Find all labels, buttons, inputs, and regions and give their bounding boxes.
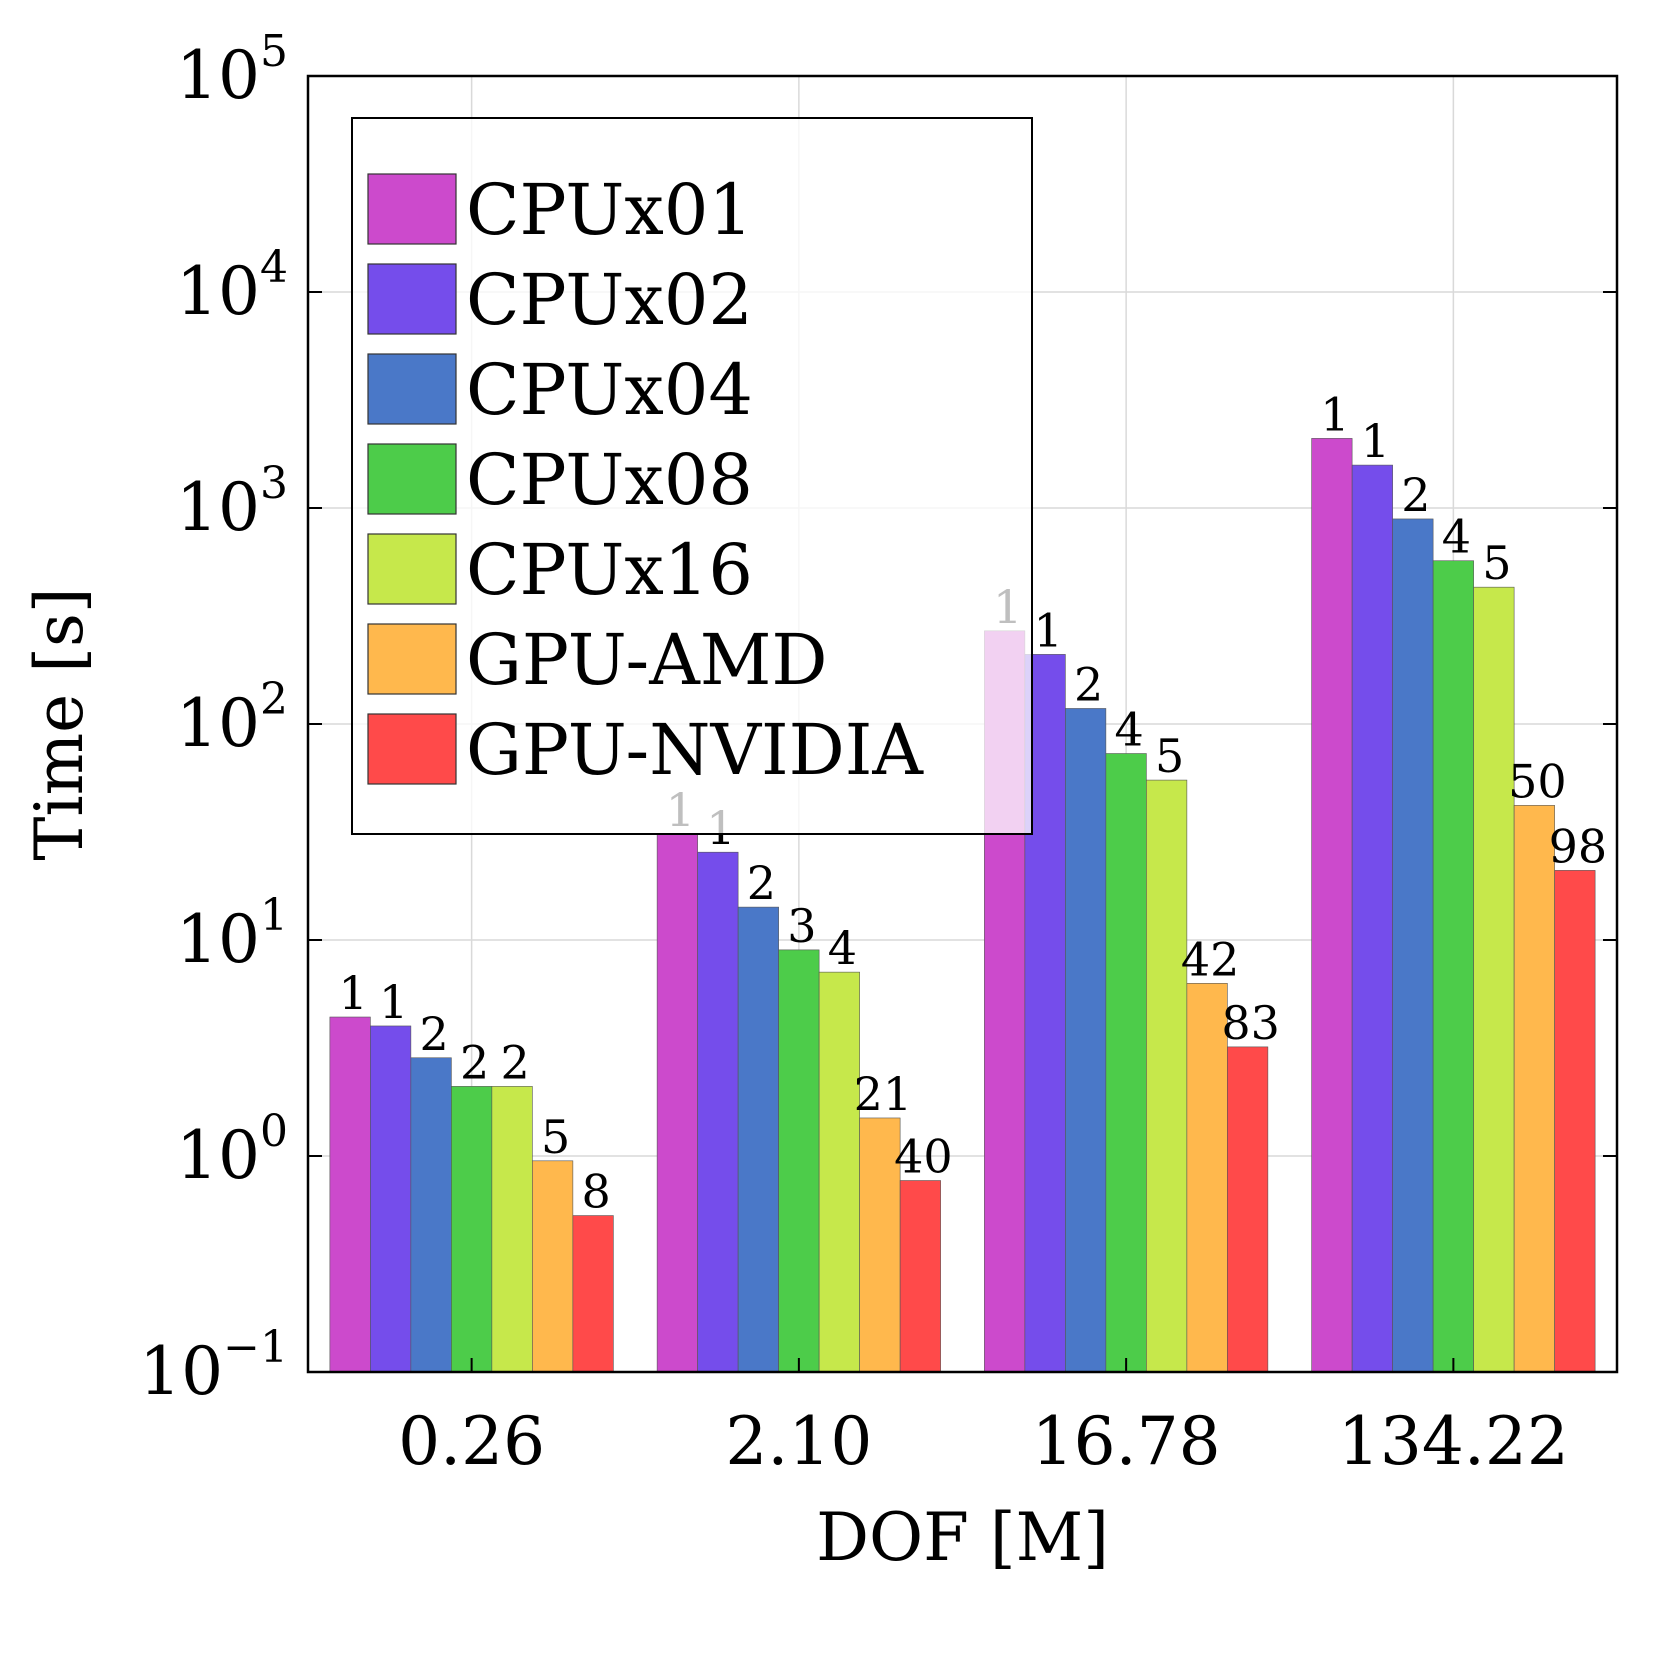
y-tick-label: 104 <box>176 242 288 330</box>
x-tick-label: 134.22 <box>1338 1403 1569 1480</box>
bar-value-label: 2 <box>460 1035 489 1089</box>
bar-value-label: 5 <box>1482 536 1511 590</box>
bar-gpu-amd-134_22 <box>1513 805 1555 1373</box>
bar-value-label: 1 <box>1361 414 1390 468</box>
legend: CPUx01CPUx02CPUx04CPUx08CPUx16GPU-AMDGPU… <box>351 117 1033 835</box>
y-tick-label: 103 <box>176 458 288 546</box>
bar-value-label: 83 <box>1221 996 1280 1050</box>
y-axis-ticks: 10−1 100 101 102 103 104 105 <box>139 26 1617 1410</box>
bar-value-label: 40 <box>894 1130 953 1184</box>
bar-cpux01-134_22 <box>1311 438 1353 1373</box>
legend-swatch-cpux02 <box>367 263 457 335</box>
bar-value-label: 2 <box>419 1007 448 1061</box>
bar-value-label: 4 <box>828 921 857 975</box>
bar-value-label: 50 <box>1508 754 1567 808</box>
x-axis-ticks: 0.26 2.10 16.78 134.22 <box>398 1358 1569 1480</box>
legend-label-cpux04: CPUx04 <box>466 349 753 431</box>
bar-value-labels: 1122258112342140112454283112455098 <box>338 387 1607 1218</box>
bar-value-label: 2 <box>1401 468 1430 522</box>
bar-value-label: 4 <box>1114 703 1143 757</box>
bar-gpu-nvidia-2_10 <box>899 1180 941 1373</box>
legend-label-gpu-amd: GPU-AMD <box>466 619 828 701</box>
bar-cpux04-134_22 <box>1392 518 1434 1373</box>
bar-cpux01-0_26 <box>329 1016 371 1373</box>
bar-gpu-amd-2_10 <box>859 1117 901 1373</box>
bar-cpux08-2_10 <box>778 949 820 1373</box>
bar-value-label: 5 <box>1155 729 1184 783</box>
legend-label-gpu-nvidia: GPU-NVIDIA <box>466 709 924 791</box>
bar-value-label: 1 <box>379 975 408 1029</box>
bar-cpux04-0_26 <box>410 1057 452 1373</box>
bar-cpux08-134_22 <box>1432 560 1474 1373</box>
bar-cpux04-16_78 <box>1065 708 1107 1373</box>
bar-value-label: 8 <box>581 1165 610 1219</box>
bar-value-label: 2 <box>747 856 776 910</box>
legend-label-cpux01: CPUx01 <box>466 169 753 251</box>
y-tick-label: 10−1 <box>139 1322 288 1410</box>
y-tick-label: 102 <box>176 674 288 762</box>
legend-swatch-cpux08 <box>367 443 457 515</box>
bar-gpu-nvidia-0_26 <box>572 1215 614 1373</box>
bar-gpu-amd-0_26 <box>532 1160 574 1373</box>
x-tick-label: 16.78 <box>1032 1403 1221 1480</box>
bar-value-label: 2 <box>1074 657 1103 711</box>
bar-cpux01-2_10 <box>656 833 698 1373</box>
legend-swatch-gpu-amd <box>367 623 457 695</box>
bar-value-label: 2 <box>500 1035 529 1089</box>
y-tick-label: 105 <box>176 26 288 114</box>
bar-value-label: 3 <box>787 899 816 953</box>
bar-value-label: 98 <box>1549 819 1608 873</box>
y-tick-label: 101 <box>176 890 288 978</box>
legend-label-cpux08: CPUx08 <box>466 439 753 521</box>
bar-gpu-nvidia-134_22 <box>1554 870 1596 1373</box>
x-tick-label: 2.10 <box>725 1403 872 1480</box>
bar-cpux02-134_22 <box>1351 464 1393 1373</box>
bar-gpu-amd-16_78 <box>1186 983 1228 1373</box>
bar-cpux02-0_26 <box>370 1025 412 1373</box>
bar-value-label: 21 <box>854 1067 913 1121</box>
bar-cpux16-134_22 <box>1473 586 1515 1373</box>
legend-label-cpux02: CPUx02 <box>466 259 753 341</box>
bar-gpu-nvidia-16_78 <box>1227 1046 1269 1373</box>
bar-cpux08-16_78 <box>1105 753 1147 1373</box>
bar-cpux16-0_26 <box>491 1086 533 1373</box>
bar-value-label: 4 <box>1442 510 1471 564</box>
y-axis-label: Time [s] <box>21 587 98 860</box>
bar-value-label: 5 <box>541 1110 570 1164</box>
x-axis-label: DOF [M] <box>816 1499 1109 1576</box>
bar-cpux08-0_26 <box>451 1086 493 1373</box>
bar-value-label: 1 <box>1320 387 1349 441</box>
bars <box>329 438 1596 1373</box>
bar-cpux04-2_10 <box>737 906 779 1373</box>
bar-cpux02-2_10 <box>697 851 739 1373</box>
legend-swatch-cpux01 <box>367 173 457 245</box>
y-tick-label: 100 <box>176 1106 288 1194</box>
bar-value-label: 1 <box>338 966 367 1020</box>
legend-box <box>351 117 1033 835</box>
x-tick-label: 0.26 <box>398 1403 545 1480</box>
bar-value-label: 1 <box>1033 603 1062 657</box>
bar-value-label: 42 <box>1181 932 1240 986</box>
legend-swatch-cpux16 <box>367 533 457 605</box>
bar-cpux16-2_10 <box>818 971 860 1373</box>
legend-swatch-cpux04 <box>367 353 457 425</box>
bar-cpux16-16_78 <box>1146 779 1188 1373</box>
legend-label-cpux16: CPUx16 <box>466 529 753 611</box>
legend-swatch-gpu-nvidia <box>367 713 457 785</box>
